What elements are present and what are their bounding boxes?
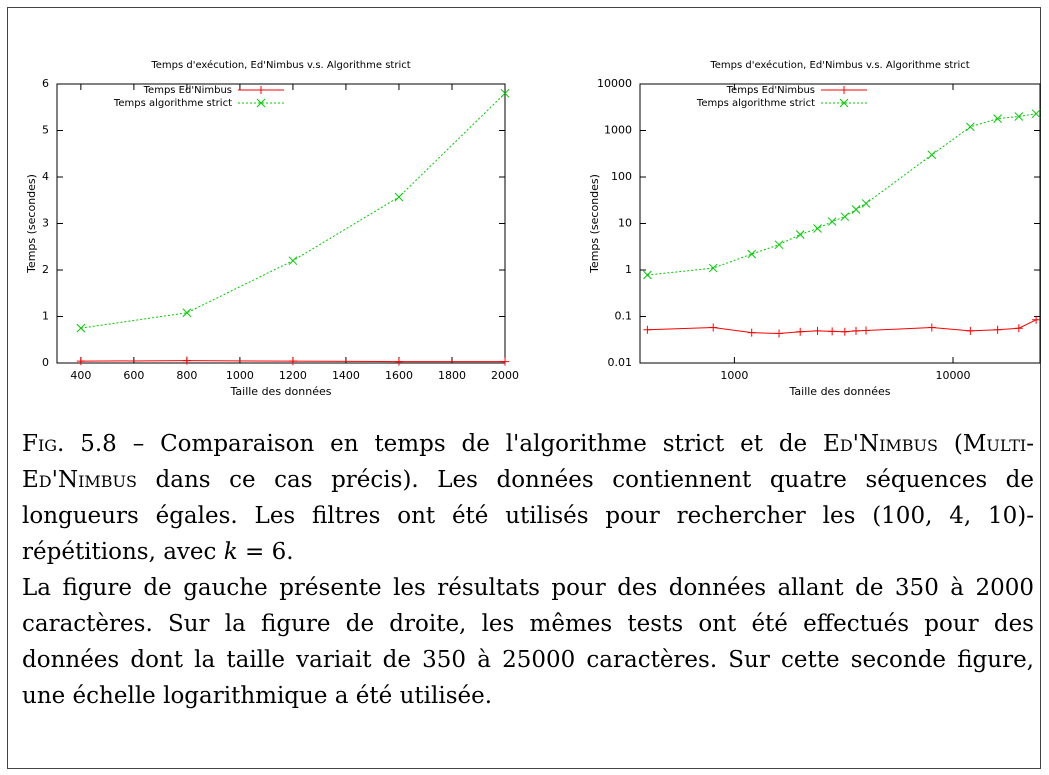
y-tick-label: 5 [42, 124, 49, 137]
point-marker [927, 150, 937, 160]
legend-marker [840, 86, 848, 94]
point-marker [182, 308, 192, 318]
y-tick-label: 10 [618, 217, 632, 230]
point-marker [288, 256, 298, 266]
y-tick-label: 2 [42, 263, 49, 276]
point-marker [1014, 112, 1024, 121]
point-marker [1014, 324, 1023, 333]
plot-frame [56, 83, 506, 364]
y-tick-label: 4 [42, 170, 49, 183]
x-tick-label: 1200 [279, 369, 307, 382]
legend-label: Temps algorithme strict [113, 98, 232, 109]
chart-title: Temps d'exécution, Ed'Nimbus v.s. Algori… [709, 59, 969, 71]
x-tick-label: 1600 [385, 369, 413, 382]
point-marker [775, 329, 784, 338]
series-line [647, 113, 1037, 276]
y-tick-label: 0 [42, 356, 49, 369]
point-marker [851, 205, 861, 214]
x-tick-label: 400 [70, 369, 91, 382]
legend-marker [257, 86, 265, 94]
caption-text: Ed'Nimbus [823, 431, 939, 457]
point-marker [500, 88, 510, 98]
series-line [80, 92, 506, 329]
point-marker [501, 357, 509, 366]
y-tick-label: 0.1 [615, 310, 633, 323]
point-marker [1032, 315, 1041, 324]
caption-text: dans ce cas précis). Les données contien… [22, 467, 1034, 565]
point-marker [852, 326, 861, 335]
point-marker [643, 325, 652, 334]
point-marker [643, 270, 652, 280]
point-marker [927, 323, 936, 332]
point-marker [394, 357, 403, 366]
point-marker [747, 249, 757, 259]
point-marker [774, 240, 784, 250]
legend-marker [839, 98, 849, 108]
y-tick-label: 3 [42, 217, 49, 230]
legend-label: Temps algorithme strict [696, 98, 815, 109]
plot-frame [639, 83, 1041, 364]
point-marker [747, 328, 756, 337]
y-axis-label: Temps (secondes) [588, 174, 601, 274]
caption-text: = 6. [237, 539, 294, 565]
chart-title: Temps d'exécution, Ed'Nimbus v.s. Algori… [150, 59, 410, 71]
legend-marker [256, 98, 266, 108]
y-axis-label: Temps (secondes) [25, 174, 38, 274]
point-marker [795, 230, 805, 239]
caption: Fig. 5.8 – Comparaison en temps de l'alg… [22, 426, 1034, 714]
x-axis-label: Taille des données [230, 385, 332, 398]
point-marker [708, 263, 718, 273]
x-tick-label: 600 [123, 369, 144, 382]
point-marker [828, 327, 837, 336]
x-axis-label: Taille des données [789, 385, 891, 398]
legend-label: Temps Ed'Nimbus [726, 85, 815, 96]
point-marker [965, 122, 975, 132]
y-tick-label: 10000 [597, 77, 632, 90]
point-marker [76, 323, 86, 333]
point-marker [813, 326, 822, 335]
point-marker [840, 212, 850, 222]
y-tick-label: 1 [625, 263, 632, 276]
point-marker [288, 357, 297, 366]
x-tick-label: 1400 [332, 369, 360, 382]
point-marker [861, 199, 871, 208]
page-frame [7, 7, 1041, 769]
x-tick-label: 2000 [491, 369, 519, 382]
point-marker [993, 114, 1002, 123]
charts: Temps d'exécution, Ed'Nimbus v.s. Algori… [25, 59, 1041, 398]
legend-label: Temps Ed'Nimbus [143, 85, 232, 96]
x-tick-label: 1000 [226, 369, 254, 382]
point-marker [993, 325, 1002, 334]
x-tick-label: 800 [176, 369, 197, 382]
point-marker [709, 323, 718, 332]
point-marker [76, 357, 85, 366]
point-marker [862, 326, 871, 335]
caption-text: Multi-Ed'Nimbus [22, 431, 1034, 493]
point-marker [796, 327, 805, 336]
point-marker [182, 356, 191, 365]
caption-text: – Comparaison en temps de l'algorithme s… [116, 431, 824, 457]
caption-text: ( [938, 431, 963, 457]
y-tick-label: 100 [611, 170, 632, 183]
caption-paragraph: Fig. 5.8 – Comparaison en temps de l'alg… [22, 426, 1034, 570]
y-tick-label: 6 [42, 77, 49, 90]
caption-math: k [223, 539, 238, 565]
point-marker [1031, 109, 1041, 119]
caption-paragraph: La figure de gauche présente les résulta… [22, 575, 1034, 709]
point-marker [394, 192, 404, 202]
y-tick-label: 1 [42, 310, 49, 323]
point-marker [840, 327, 849, 336]
x-tick-label: 1800 [438, 369, 466, 382]
x-tick-label: 10000 [936, 369, 971, 382]
point-marker [813, 224, 822, 233]
point-marker [827, 217, 837, 226]
point-marker [966, 326, 975, 335]
x-tick-label: 1000 [720, 369, 748, 382]
y-tick-label: 1000 [604, 124, 632, 137]
figure-label: Fig. 5.8 [22, 431, 117, 457]
y-tick-label: 0.01 [608, 356, 633, 369]
